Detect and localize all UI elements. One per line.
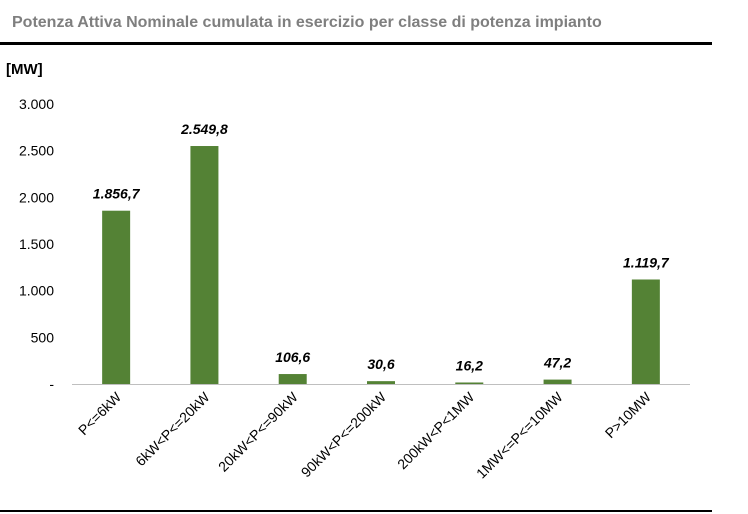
title-divider: [0, 42, 712, 45]
bar-2: [190, 146, 219, 384]
data-label: 106,6: [275, 349, 310, 365]
y-tick-label: 1.000: [19, 283, 54, 299]
x-tick-label: P>10MW: [602, 388, 655, 441]
x-tick-label: 90kW<P<=200kW: [298, 388, 390, 480]
y-tick-label: 2.500: [19, 143, 54, 159]
x-tick-label: 20kW<P<=90kW: [215, 388, 301, 474]
data-label: 47,2: [543, 355, 571, 371]
bar-3: [278, 374, 307, 384]
x-axis-ticks: P<=6kW 6kW<P<=20kW 20kW<P<=90kW90kW<P<=200…: [75, 388, 655, 481]
bars: [102, 146, 660, 384]
y-tick-label: 3.000: [19, 96, 54, 112]
y-tick-label: 500: [31, 329, 55, 345]
x-tick-label: 6kW<P<=20kW: [132, 388, 213, 469]
y-tick-label: 2.000: [19, 189, 54, 205]
bar-6: [543, 379, 572, 384]
data-label: 16,2: [456, 357, 483, 373]
data-labels: 1.856,7 2.549,8 106,6 30,6 16,2 47,2 1.119,7: [93, 121, 670, 373]
y-axis-ticks: - 500 1.000 1.500 2.000 2.500 3.000: [19, 96, 54, 392]
x-tick-label: P<=6kW: [75, 388, 125, 438]
x-tick-label: 1MW<=P<=10MW: [473, 388, 566, 481]
data-label: 2.549,8: [180, 121, 228, 137]
x-tick-label: 200kW<P<1MW: [394, 388, 478, 472]
y-tick-label: 1.500: [19, 236, 54, 252]
bar-7: [631, 279, 660, 384]
y-axis-unit-label: [MW]: [6, 61, 43, 78]
bar-5: [455, 382, 484, 384]
bar-4: [367, 381, 395, 384]
data-label: 1.856,7: [93, 186, 141, 202]
chart-title: Potenza Attiva Nominale cumulata in eser…: [12, 14, 602, 31]
footer-divider: [0, 510, 712, 512]
data-label: 1.119,7: [623, 254, 670, 270]
bar-1: [102, 210, 131, 384]
data-label: 30,6: [367, 356, 394, 372]
y-tick-label: -: [49, 376, 54, 392]
